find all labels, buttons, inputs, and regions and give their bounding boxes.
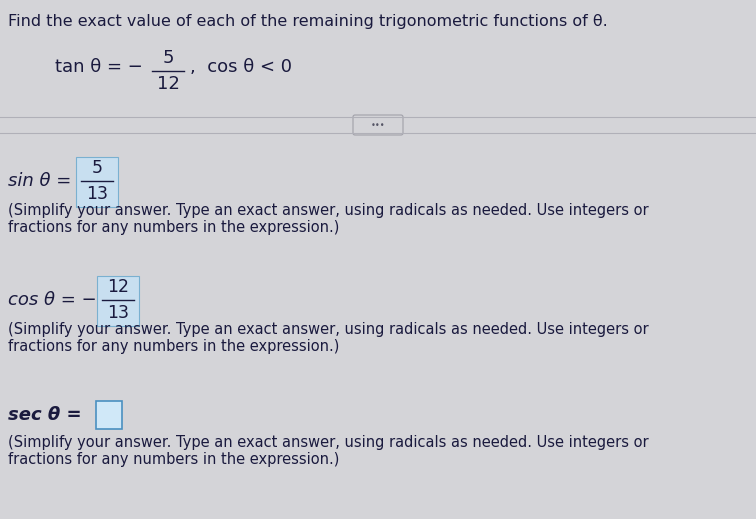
FancyBboxPatch shape xyxy=(353,115,403,135)
Text: 5: 5 xyxy=(163,49,174,67)
Text: (Simplify your answer. Type an exact answer, using radicals as needed. Use integ: (Simplify your answer. Type an exact ans… xyxy=(8,435,649,468)
Text: 13: 13 xyxy=(86,185,108,203)
Text: (Simplify your answer. Type an exact answer, using radicals as needed. Use integ: (Simplify your answer. Type an exact ans… xyxy=(8,203,649,236)
Text: sin θ =: sin θ = xyxy=(8,172,77,190)
FancyBboxPatch shape xyxy=(96,401,122,429)
Text: tan θ = −: tan θ = − xyxy=(55,58,143,76)
Text: (Simplify your answer. Type an exact answer, using radicals as needed. Use integ: (Simplify your answer. Type an exact ans… xyxy=(8,322,649,354)
Text: 12: 12 xyxy=(156,75,179,93)
Text: 13: 13 xyxy=(107,304,129,322)
Text: Find the exact value of each of the remaining trigonometric functions of θ.: Find the exact value of each of the rema… xyxy=(8,14,608,29)
FancyBboxPatch shape xyxy=(76,157,118,207)
Text: sec θ =: sec θ = xyxy=(8,406,88,424)
Text: •••: ••• xyxy=(370,120,386,130)
Text: cos θ = −: cos θ = − xyxy=(8,291,97,309)
FancyBboxPatch shape xyxy=(97,276,139,326)
Text: 12: 12 xyxy=(107,278,129,296)
Text: ,  cos θ < 0: , cos θ < 0 xyxy=(190,58,292,76)
Text: 5: 5 xyxy=(91,159,103,177)
